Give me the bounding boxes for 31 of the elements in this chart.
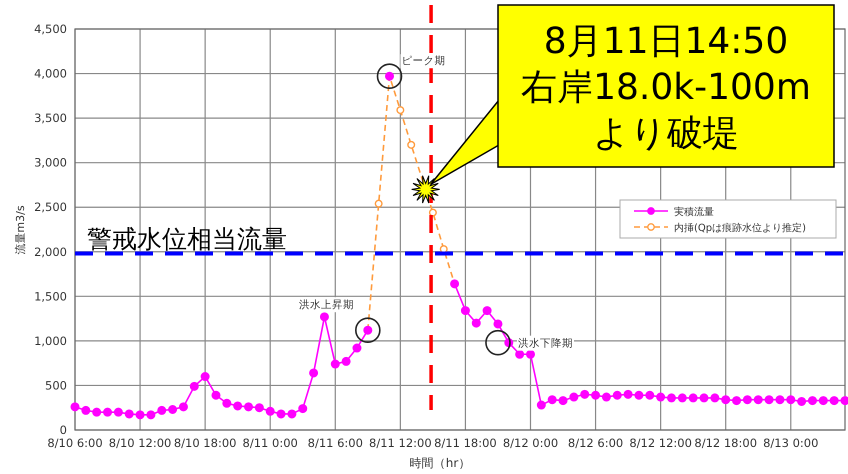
y-tick-label: 4,000 bbox=[34, 66, 67, 81]
y-tick-label: 3,000 bbox=[34, 156, 67, 170]
annotation: ピーク期 bbox=[402, 55, 446, 68]
x-tick-label: 8/12 6:00 bbox=[568, 436, 624, 450]
annotation: 洪水上昇期 bbox=[298, 298, 354, 312]
ref-line-label: 警戒水位相当流量 bbox=[87, 224, 287, 254]
legend-label: 実積流量 bbox=[674, 206, 714, 218]
annotation: 8月11日14:50 右岸18.0k-100m より破堤 bbox=[521, 21, 811, 154]
x-tick-label: 8/12 0:00 bbox=[502, 436, 558, 450]
x-tick-label: 8/10 18:00 bbox=[174, 436, 236, 450]
y-tick-label: 0 bbox=[60, 423, 67, 437]
x-tick-label: 8/11 12:00 bbox=[369, 436, 432, 450]
x-tick-label: 8/12 18:00 bbox=[694, 436, 758, 450]
x-tick-label: 8/12 12:00 bbox=[629, 436, 692, 450]
x-tick-label: 8/11 6:00 bbox=[308, 436, 363, 450]
y-axis-title: 流量m3/s bbox=[14, 205, 27, 255]
y-tick-label: 4,500 bbox=[34, 22, 67, 36]
y-tick-label: 2,000 bbox=[34, 244, 67, 259]
x-tick-label: 8/10 12:00 bbox=[108, 436, 172, 450]
x-tick-label: 8/11 18:00 bbox=[434, 436, 497, 450]
y-tick-label: 1,000 bbox=[34, 334, 67, 348]
annotation: 洪水下降期 bbox=[518, 336, 573, 350]
y-tick-label: 500 bbox=[45, 378, 67, 392]
y-tick-label: 2,500 bbox=[34, 200, 67, 214]
x-axis-title: 時間（hr） bbox=[410, 456, 470, 470]
x-tick-label: 8/10 6:00 bbox=[47, 436, 103, 450]
y-tick-label: 3,500 bbox=[34, 111, 67, 126]
x-tick-label: 8/13 0:00 bbox=[763, 436, 818, 450]
x-tick-label: 8/11 0:00 bbox=[242, 436, 298, 450]
y-tick-label: 1,500 bbox=[34, 289, 67, 304]
legend-label: 内挿(Qpは痕跡水位より推定) bbox=[674, 222, 806, 234]
